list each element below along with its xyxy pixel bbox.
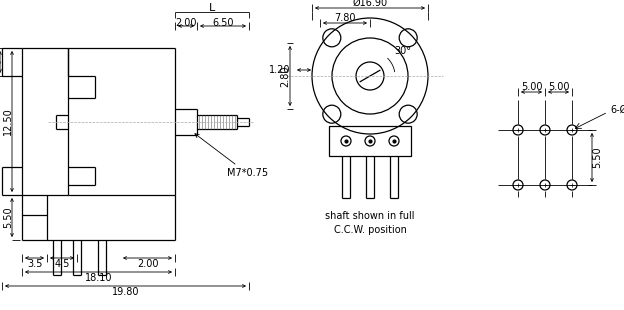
Text: shaft shown in full: shaft shown in full <box>325 211 415 221</box>
Text: 2.80: 2.80 <box>280 65 290 87</box>
Text: 2.00: 2.00 <box>137 259 158 269</box>
Text: 3.5: 3.5 <box>27 259 42 269</box>
Text: M7*0.75: M7*0.75 <box>195 134 268 179</box>
Text: 5.00: 5.00 <box>521 82 542 92</box>
Text: 4.5: 4.5 <box>0 57 2 67</box>
Text: 2.00: 2.00 <box>175 18 197 28</box>
Text: 6.50: 6.50 <box>212 18 234 28</box>
Text: 5.50: 5.50 <box>3 207 13 228</box>
Text: 1.20: 1.20 <box>268 65 290 75</box>
Text: 5.00: 5.00 <box>548 82 569 92</box>
Text: 6-Ø1.20: 6-Ø1.20 <box>610 105 624 115</box>
Text: 12.50: 12.50 <box>3 108 13 135</box>
Text: 30°: 30° <box>394 46 411 56</box>
Bar <box>329 126 411 156</box>
Text: 19.80: 19.80 <box>112 287 139 297</box>
Text: C.C.W. position: C.C.W. position <box>334 225 406 235</box>
Text: 18.10: 18.10 <box>85 273 112 283</box>
Text: L: L <box>209 3 215 13</box>
Text: 4.5: 4.5 <box>54 259 70 269</box>
Text: 7.80: 7.80 <box>334 13 356 23</box>
Text: Ø16.90: Ø16.90 <box>353 0 388 8</box>
Text: 5.50: 5.50 <box>592 147 602 168</box>
